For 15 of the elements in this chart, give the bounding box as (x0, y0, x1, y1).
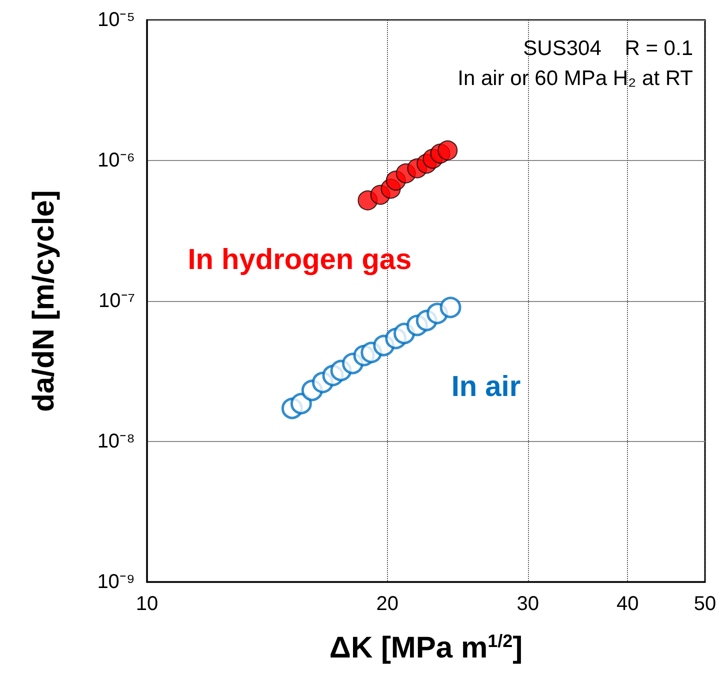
x-tick-label: 30 (516, 593, 540, 615)
annotation: In air or 60 MPa H₂ at RT (458, 67, 694, 90)
y-tick-label: 10⁻⁷ (98, 290, 135, 312)
y-axis-title: da/dN [m/cycle] (28, 190, 60, 412)
series-label: In air (451, 371, 521, 403)
annotation: SUS304 R = 0.1 (523, 37, 694, 60)
x-tick-label: 20 (376, 593, 398, 615)
series-label: In hydrogen gas (188, 244, 412, 276)
y-tick-label: 10⁻⁸ (97, 430, 135, 452)
y-tick-label: 10⁻⁹ (97, 571, 135, 593)
x-tick-label: 50 (694, 593, 716, 615)
y-tick-label: 10⁻⁶ (98, 150, 135, 172)
y-tick-label: 10⁻⁵ (97, 9, 135, 31)
x-tick-label: 40 (616, 593, 639, 615)
x-tick-label: 10 (136, 593, 158, 615)
